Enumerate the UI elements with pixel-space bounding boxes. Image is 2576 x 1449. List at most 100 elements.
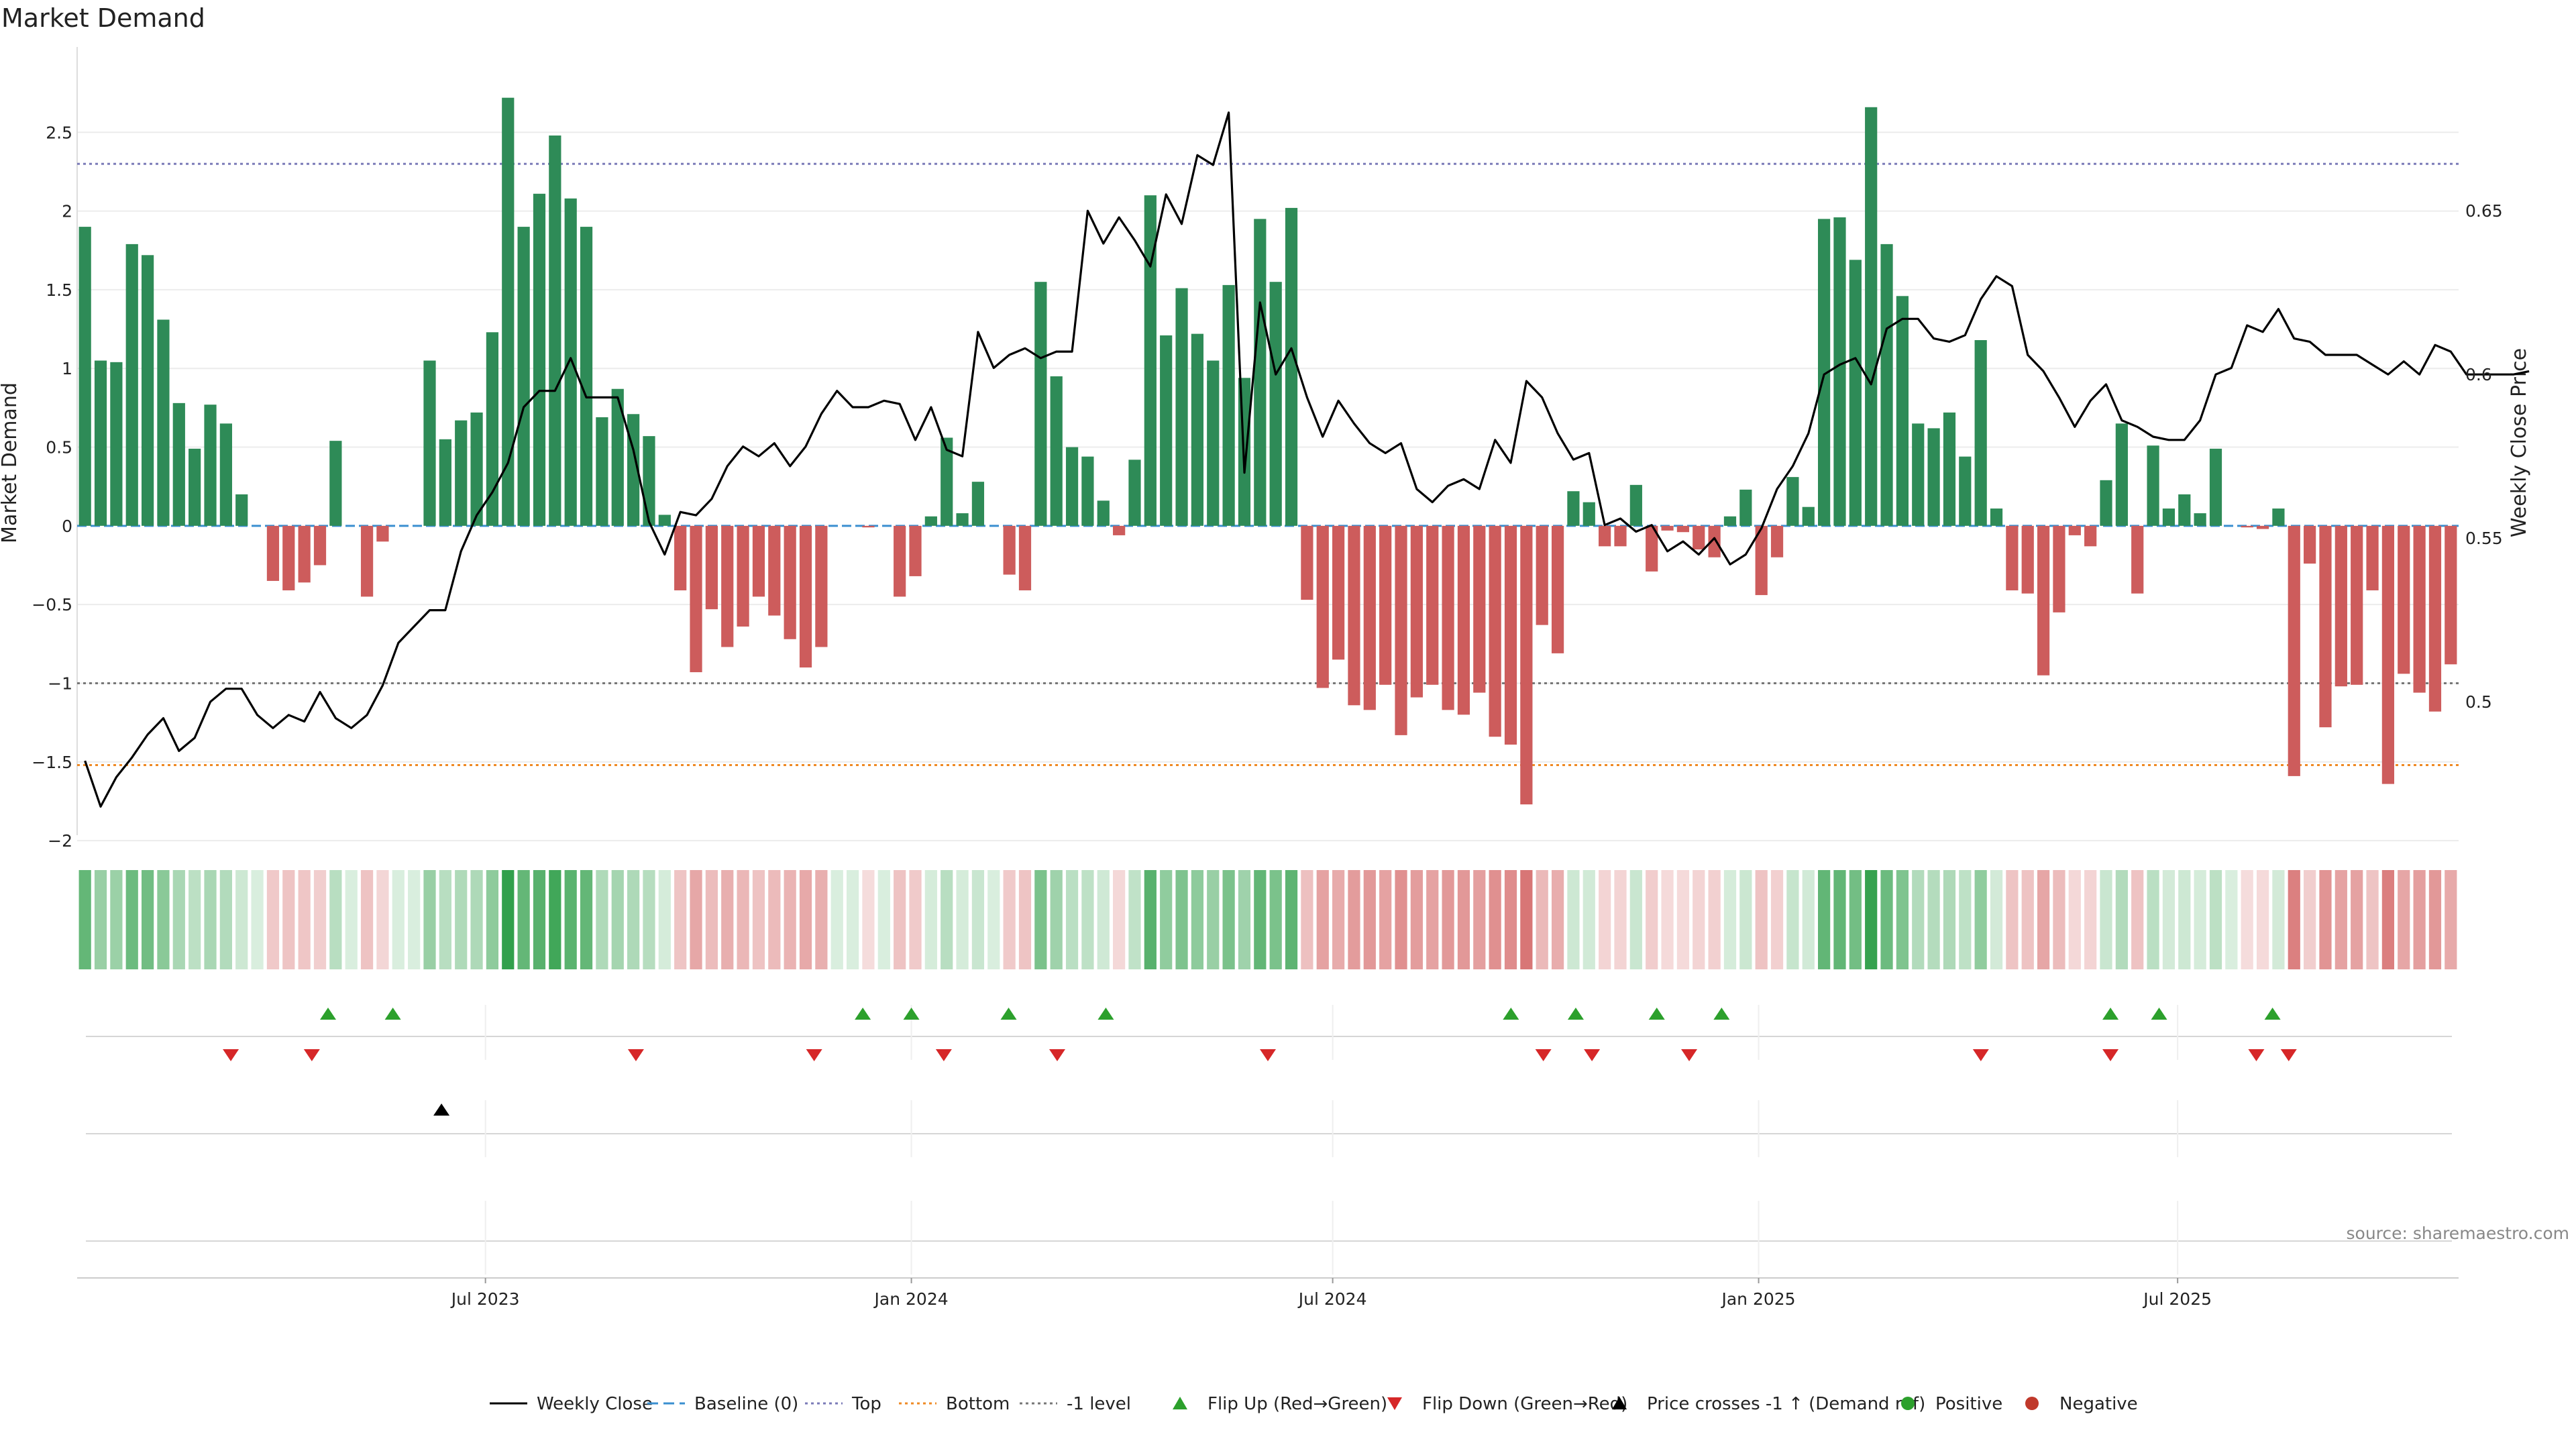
demand-bar bbox=[1693, 525, 1705, 550]
demand-bar bbox=[1927, 428, 1940, 526]
demand-bar bbox=[690, 525, 702, 673]
flip-up-marker bbox=[1648, 1008, 1665, 1020]
flip-down-marker bbox=[2280, 1049, 2297, 1061]
demand-bar bbox=[2288, 525, 2300, 776]
heat-cell bbox=[1676, 870, 1690, 969]
heat-cell bbox=[2131, 870, 2144, 969]
demand-bar bbox=[1599, 525, 1611, 547]
flip-up-marker bbox=[1713, 1008, 1730, 1020]
left-tick-label: 2 bbox=[62, 202, 72, 221]
demand-bar bbox=[894, 525, 906, 597]
heat-cell bbox=[580, 870, 593, 969]
heat-cell bbox=[2194, 870, 2206, 969]
demand-bar bbox=[1348, 525, 1360, 706]
heat-cell bbox=[1113, 870, 1126, 969]
demand-bar bbox=[1191, 333, 1204, 526]
right-tick-label: 0.65 bbox=[2465, 201, 2503, 221]
demand-bar bbox=[157, 319, 170, 526]
flip-down-marker bbox=[1260, 1049, 1276, 1061]
demand-bar bbox=[1723, 516, 1737, 526]
demand-bar bbox=[549, 136, 561, 526]
demand-bar bbox=[909, 525, 922, 576]
heat-cell bbox=[2398, 870, 2410, 969]
left-tick-label: 2.5 bbox=[46, 123, 72, 142]
demand-bar bbox=[1786, 477, 1799, 526]
heat-cell bbox=[784, 870, 796, 969]
demand-bar bbox=[1097, 500, 1110, 526]
demand-bar bbox=[1802, 506, 1815, 526]
heat-cell bbox=[1363, 870, 1376, 969]
heat-cell bbox=[125, 870, 138, 969]
demand-bar bbox=[1473, 525, 1486, 693]
heat-cell bbox=[1191, 870, 1204, 969]
heat-cell bbox=[799, 870, 812, 969]
flip-up-marker bbox=[903, 1008, 920, 1020]
legend-item: Flip Up (Red→Green) bbox=[1173, 1394, 1387, 1414]
heat-cell bbox=[1646, 870, 1658, 969]
demand-bar bbox=[1254, 219, 1267, 526]
demand-bar bbox=[298, 525, 311, 583]
demand-bar bbox=[862, 525, 875, 528]
heat-cell bbox=[2381, 870, 2395, 969]
heat-cell bbox=[768, 870, 781, 969]
demand-bar bbox=[1708, 525, 1721, 557]
heat-cell bbox=[643, 870, 655, 969]
demand-bar bbox=[1818, 219, 1831, 526]
demand-bar bbox=[1755, 525, 1768, 596]
demand-bar bbox=[1536, 525, 1548, 625]
demand-bar bbox=[2319, 525, 2332, 728]
right-axis-label: Weekly Close Price bbox=[2508, 348, 2531, 537]
demand-bar bbox=[2381, 525, 2395, 784]
demand-bar bbox=[423, 360, 436, 526]
demand-bar bbox=[2334, 525, 2347, 687]
heat-cell bbox=[2209, 870, 2222, 969]
heat-cell bbox=[752, 870, 765, 969]
heat-cell bbox=[1880, 870, 1893, 969]
right-tick-label: 0.6 bbox=[2465, 365, 2492, 384]
heat-cell bbox=[941, 870, 953, 969]
flip-up-marker bbox=[1000, 1008, 1017, 1020]
demand-bar bbox=[2037, 525, 2050, 676]
heat-cell bbox=[2256, 870, 2269, 969]
demand-bar bbox=[1457, 525, 1470, 715]
heat-cell bbox=[282, 870, 295, 969]
legend: Weekly Close Baseline (0) Top Bottom -1 leve… bbox=[490, 1394, 2138, 1414]
heat-cell bbox=[423, 870, 436, 969]
demand-bar bbox=[1018, 525, 1032, 591]
demand-bar bbox=[1363, 525, 1376, 710]
demand-bar bbox=[376, 525, 389, 542]
heat-cell bbox=[251, 870, 264, 969]
demand-bar bbox=[329, 441, 342, 526]
right-axis-ticks: 0.65 0.6 0.55 0.5 bbox=[2465, 201, 2503, 712]
heat-cell bbox=[1254, 870, 1267, 969]
demand-bar bbox=[1003, 525, 1016, 575]
heat-cell bbox=[2225, 870, 2238, 969]
demand-bars bbox=[78, 97, 2457, 805]
heat-cell bbox=[971, 870, 985, 969]
flip-up-marker bbox=[1097, 1008, 1114, 1020]
demand-bar bbox=[1676, 525, 1690, 533]
flip-up-marker bbox=[1503, 1008, 1519, 1020]
demand-bar bbox=[2241, 525, 2253, 528]
demand-bar bbox=[172, 402, 185, 526]
heat-cell bbox=[1708, 870, 1721, 969]
demand-bar bbox=[2100, 480, 2112, 526]
demand-bar bbox=[1175, 288, 1188, 526]
demand-bar bbox=[2115, 423, 2128, 526]
demand-bar bbox=[611, 388, 624, 526]
heat-cell bbox=[596, 870, 608, 969]
heat-cell bbox=[110, 870, 123, 969]
heat-cell bbox=[1473, 870, 1486, 969]
heat-cell bbox=[1379, 870, 1392, 969]
flip-down-marker bbox=[1972, 1049, 1989, 1061]
heat-cell bbox=[1927, 870, 1940, 969]
legend-item: Positive bbox=[1901, 1394, 2002, 1414]
heat-cell bbox=[408, 870, 421, 969]
flip-down-marker bbox=[935, 1049, 952, 1061]
heat-cell bbox=[1207, 870, 1220, 969]
legend-item: Bottom bbox=[899, 1394, 1010, 1414]
heat-cell bbox=[502, 870, 515, 969]
demand-bar bbox=[282, 525, 295, 591]
heat-cell bbox=[2445, 870, 2457, 969]
demand-bar bbox=[78, 227, 91, 526]
